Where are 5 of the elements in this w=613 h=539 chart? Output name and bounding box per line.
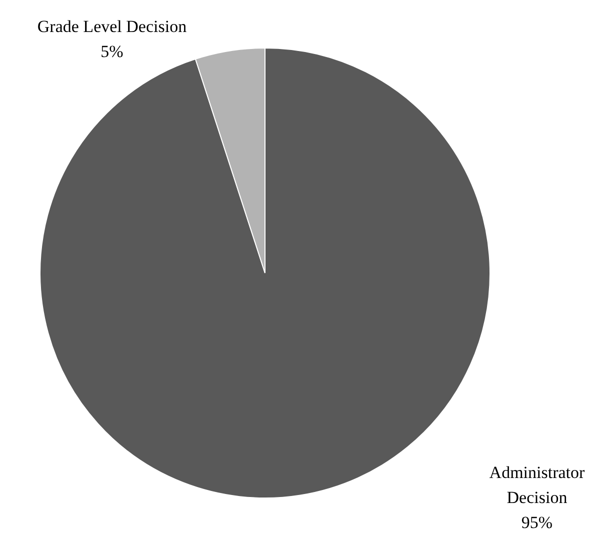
- pie-slice: [40, 48, 490, 498]
- slice-label: Grade Level Decision: [37, 17, 188, 36]
- data-label: 95%: [521, 513, 553, 532]
- slice-label: Administrator Decision: [489, 463, 586, 507]
- data-label: 5%: [100, 42, 124, 61]
